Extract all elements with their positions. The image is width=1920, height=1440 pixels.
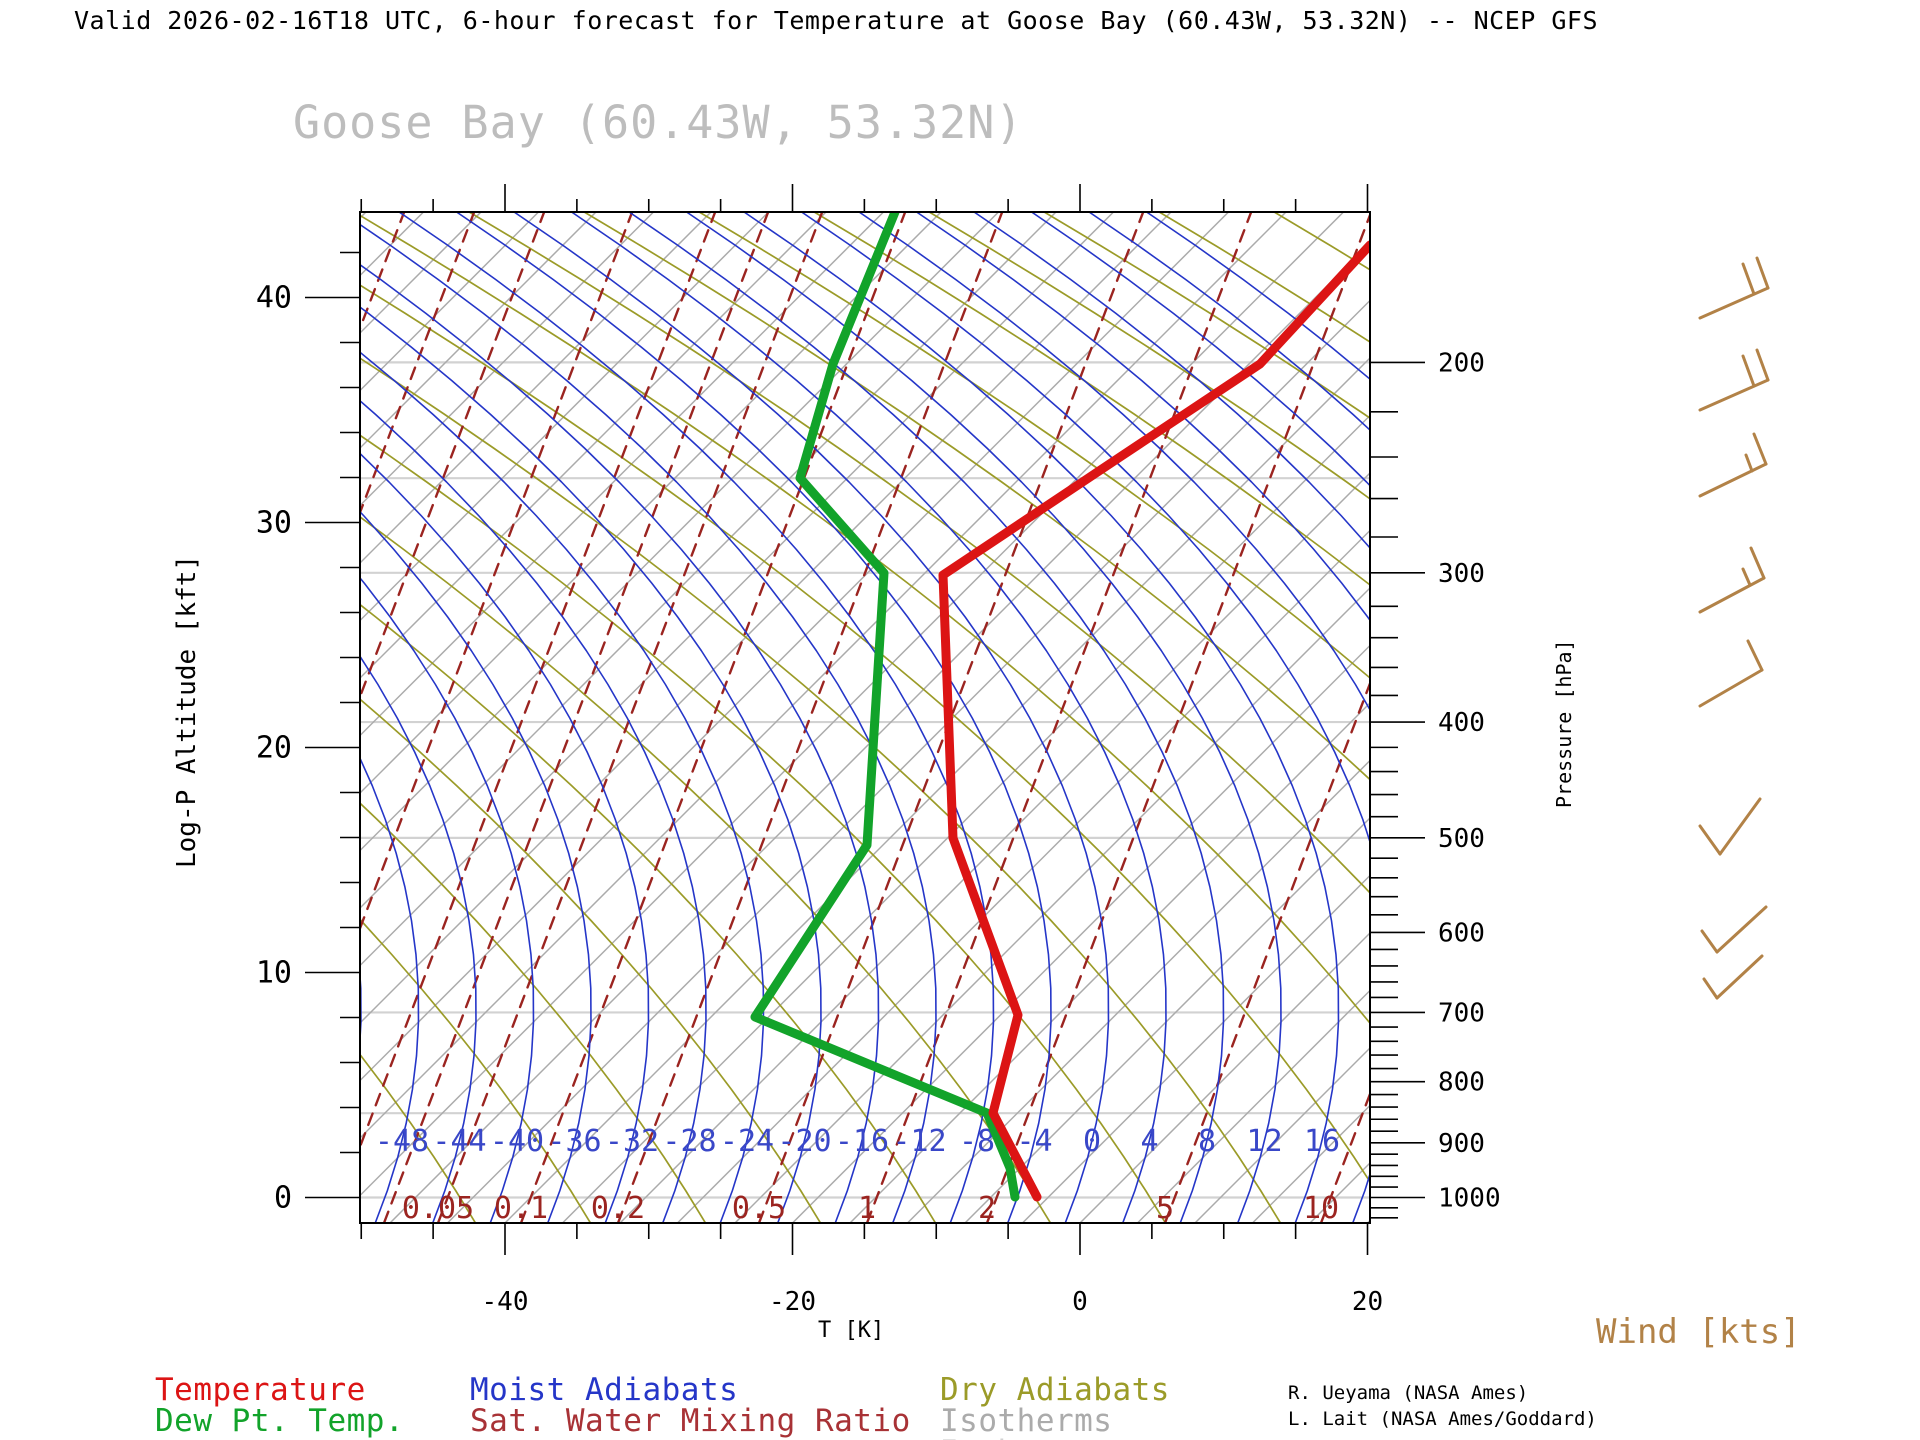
svg-text:200: 200 xyxy=(1438,348,1485,378)
wind-barb xyxy=(1702,954,1764,1000)
moist-adiabats-group xyxy=(360,212,1370,1223)
svg-text:20: 20 xyxy=(256,731,292,766)
svg-text:0.5: 0.5 xyxy=(732,1191,786,1226)
svg-text:-20: -20 xyxy=(777,1124,831,1159)
temperature-curve xyxy=(938,240,1370,1202)
svg-text:-24: -24 xyxy=(720,1124,774,1159)
svg-text:-16: -16 xyxy=(835,1124,889,1159)
wind-barb xyxy=(1698,432,1768,498)
svg-text:8: 8 xyxy=(1198,1124,1216,1159)
svg-text:400: 400 xyxy=(1438,708,1485,738)
svg-text:0.2: 0.2 xyxy=(591,1191,645,1226)
svg-text:-44: -44 xyxy=(432,1124,486,1159)
wind-barb xyxy=(1700,905,1768,954)
svg-text:30: 30 xyxy=(256,506,292,541)
axes-ticks-group: -40 -20 0 200102030402003004005006007008009… xyxy=(256,184,1501,1317)
page-title: Valid 2026-02-16T18 UTC, 6-hour forecast… xyxy=(74,6,1599,35)
y-axis-label-pressure: Pressure [hPa] xyxy=(1552,639,1576,808)
svg-text:40: 40 xyxy=(256,281,292,316)
svg-text:1000: 1000 xyxy=(1438,1184,1501,1214)
credit-line: R. Ueyama (NASA Ames) xyxy=(1288,1382,1529,1404)
dewpoint-curve xyxy=(750,212,1020,1202)
chart-title: Goose Bay (60.43W, 53.32N) xyxy=(293,96,1024,149)
legend-item-sat-water-mixing-ratio: Sat. Water Mixing Ratio xyxy=(470,1403,911,1439)
svg-text:700: 700 xyxy=(1438,998,1485,1028)
legend-item-moist-adiabats: Moist Adiabats xyxy=(470,1372,739,1408)
svg-text:-40: -40 xyxy=(490,1124,544,1159)
svg-text:12: 12 xyxy=(1246,1124,1282,1159)
legend-item-isobars: Isobars xyxy=(940,1434,1074,1440)
svg-text:0: 0 xyxy=(1083,1124,1101,1159)
svg-text:-36: -36 xyxy=(547,1124,601,1159)
svg-text:2: 2 xyxy=(978,1191,996,1226)
svg-text:1: 1 xyxy=(858,1191,876,1226)
wind-barb xyxy=(1698,639,1764,708)
svg-text:500: 500 xyxy=(1438,824,1485,854)
inplot-labels-group: -48 -44 -40 -36 -32 -28 -24 -20 -16 -12 -8 -4 0 4 8 12 1… xyxy=(375,1124,1340,1226)
legend-item-dew-pt-temp-: Dew Pt. Temp. xyxy=(155,1403,405,1439)
svg-text:5: 5 xyxy=(1156,1191,1174,1226)
svg-text:10: 10 xyxy=(1303,1191,1339,1226)
wind-barb xyxy=(1698,546,1766,614)
svg-text:0: 0 xyxy=(274,1181,292,1216)
svg-text:4: 4 xyxy=(1140,1124,1158,1159)
svg-text:-12: -12 xyxy=(892,1124,946,1159)
mixing-ratio-group xyxy=(360,212,1370,1223)
profiles-group xyxy=(750,212,1370,1202)
legend-item-temperature: Temperature xyxy=(155,1372,366,1408)
svg-text:600: 600 xyxy=(1438,918,1485,948)
y-axis-label-altitude: Log-P Altitude [kft] xyxy=(172,554,202,868)
svg-text:-48: -48 xyxy=(375,1124,429,1159)
svg-text:900: 900 xyxy=(1438,1129,1485,1159)
wind-barb xyxy=(1698,256,1770,320)
legend-item-dry-adiabats: Dry Adiabats xyxy=(940,1372,1170,1408)
legend-item-isotherms: Isotherms xyxy=(940,1403,1113,1439)
svg-text:0: 0 xyxy=(1072,1287,1088,1317)
svg-text:16: 16 xyxy=(1304,1124,1340,1159)
isotherms-group xyxy=(360,212,1370,1223)
svg-text:-4: -4 xyxy=(1016,1124,1052,1159)
svg-text:0.05: 0.05 xyxy=(402,1191,474,1226)
svg-text:-40: -40 xyxy=(482,1287,529,1317)
svg-text:20: 20 xyxy=(1352,1287,1383,1317)
wind-barb xyxy=(1698,797,1762,856)
plot-area: -48 -44 -40 -36 -32 -28 -24 -20 -16 -12 -8 -4 0 4 8 12 1… xyxy=(360,212,1370,1226)
svg-text:800: 800 xyxy=(1438,1068,1485,1098)
credit-line: L. Lait (NASA Ames/Goddard) xyxy=(1288,1408,1597,1430)
x-axis-label-temperature: T [K] xyxy=(818,1318,885,1343)
isobars-group xyxy=(360,361,1370,1199)
svg-text:-32: -32 xyxy=(605,1124,659,1159)
svg-text:0.1: 0.1 xyxy=(494,1191,548,1226)
dry-adiabats-group xyxy=(360,212,1370,1223)
svg-text:-20: -20 xyxy=(769,1287,816,1317)
wind-units-label: Wind [kts] xyxy=(1596,1312,1801,1352)
wind-barbs-group xyxy=(1698,256,1770,1000)
svg-text:10: 10 xyxy=(256,956,292,991)
svg-text:300: 300 xyxy=(1438,559,1485,589)
svg-text:-28: -28 xyxy=(662,1124,716,1159)
svg-text:-8: -8 xyxy=(959,1124,995,1159)
wind-barb xyxy=(1698,348,1770,412)
